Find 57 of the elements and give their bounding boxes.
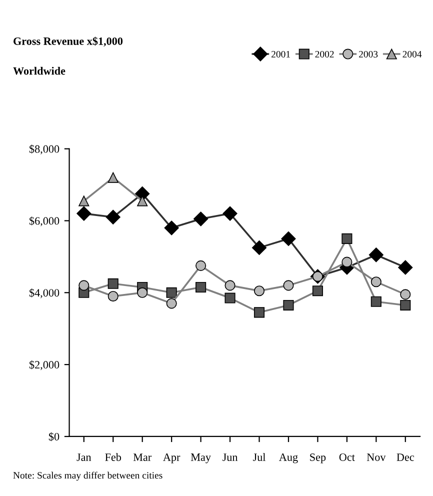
x-tick-label: Mar [133,454,152,461]
point [400,300,411,311]
chart-subtitle: Worldwide [13,66,66,75]
point [398,260,413,275]
point [194,212,208,226]
point [254,307,265,318]
point [137,196,148,206]
point [196,260,206,271]
point [254,286,265,296]
x-tick-label: Jan [76,454,92,461]
y-tick-label: $2,000 [29,360,60,370]
point [224,292,236,304]
point [166,298,177,309]
point [342,233,352,244]
point [106,210,120,224]
legend-label: 2001 [272,50,290,58]
legend-label: 2003 [359,50,378,58]
point [78,196,90,206]
chart-title: Gross Revenue x$1,000 [14,36,123,47]
point [283,300,294,311]
x-tick-label: Dec [396,454,414,461]
point [400,289,411,300]
x-tick-label: Jun [222,454,238,461]
point [370,296,382,307]
x-tick-label: Jul [253,453,266,461]
point [78,280,90,291]
x-tick-label: May [190,454,211,464]
y-tick-label: $6,000 [29,216,60,226]
y-tick-label: $4,000 [29,288,60,298]
legend-label: 2004 [402,50,422,58]
x-tick-label: Feb [105,453,122,461]
y-tick-label: $8,000 [29,144,60,154]
point [164,220,179,236]
point [281,231,296,246]
x-tick-label: Aug [279,453,298,464]
point [283,280,294,291]
point [252,240,267,255]
x-tick-label: Apr [163,454,180,464]
y-tick-label: $0 [48,432,60,442]
point [222,206,238,221]
x-tick-label: Sep [310,454,326,464]
point [370,276,382,288]
point [312,286,323,296]
point [108,278,118,289]
point [108,172,118,183]
point [166,287,177,298]
text: Note: Scales may differ between cities [13,472,162,481]
legend-label: 2002 [315,50,334,58]
x-tick-label: Oct [339,454,355,461]
point [224,280,236,291]
x-tick-label: Nov [366,454,386,461]
point [368,248,384,262]
point [76,206,92,221]
point [196,282,206,293]
point [137,287,148,298]
point [342,256,352,268]
point [108,290,118,302]
